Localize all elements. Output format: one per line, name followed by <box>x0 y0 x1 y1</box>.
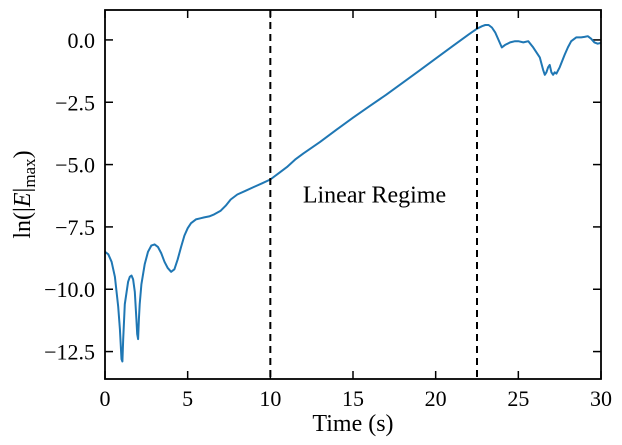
y-tick-label: −5.0 <box>55 153 95 178</box>
y-tick-label: −10.0 <box>44 277 95 302</box>
x-axis-label: Time (s) <box>312 411 393 437</box>
series-layer <box>104 24 602 363</box>
y-tick-label: −7.5 <box>55 215 95 240</box>
x-tick-label: 10 <box>259 386 281 411</box>
y-axis-label: ln(|E|max) <box>10 150 39 238</box>
annotation-linear-regime: Linear Regime <box>303 183 446 209</box>
x-tick-label: 25 <box>507 386 529 411</box>
vline-layer <box>269 10 478 379</box>
labels-layer: Time (s) ln(|E|max) Linear Regime <box>10 150 446 437</box>
x-tick-label: 15 <box>342 386 364 411</box>
y-tick-label: −2.5 <box>55 90 95 115</box>
plot-frame <box>104 9 602 380</box>
y-tick-label: 0.0 <box>68 28 96 53</box>
x-tick-label: 5 <box>182 386 193 411</box>
series-line <box>104 24 602 363</box>
y-tick-label: −12.5 <box>44 340 95 365</box>
x-tick-label: 20 <box>425 386 447 411</box>
y-label-prefix: ln(| <box>10 207 36 238</box>
y-label-var: E <box>10 192 36 208</box>
y-label-mid: | <box>10 188 36 193</box>
x-tick-label: 30 <box>590 386 612 411</box>
y-label-suffix: ) <box>10 150 36 158</box>
y-label-sub: max <box>20 158 39 188</box>
x-tick-label: 0 <box>100 386 111 411</box>
ticks-layer: 0 5 10 15 20 25 30 0.0 −2.5 −5.0 −7.5 −10.0 −12.5 <box>44 10 612 411</box>
